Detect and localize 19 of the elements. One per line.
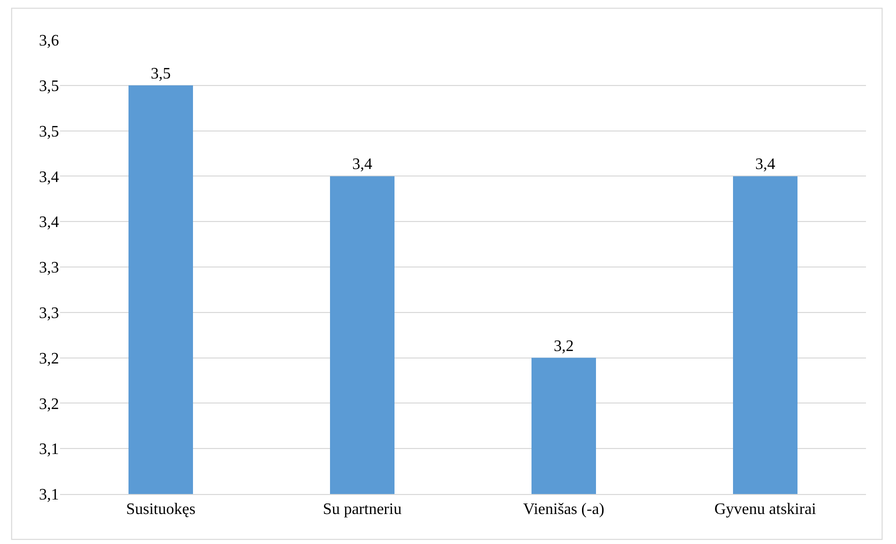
y-tick-label: 3,6 — [39, 32, 59, 50]
y-tick-label: 3,5 — [39, 123, 59, 140]
y-tick-label: 3,3 — [39, 260, 59, 277]
data-label: 3,5 — [150, 65, 171, 82]
y-tick-label: 3,2 — [39, 396, 59, 413]
y-tick-label: 3,4 — [39, 168, 59, 186]
y-tick-label: 3,2 — [39, 350, 59, 368]
y-tick-label: 3,4 — [39, 214, 59, 232]
data-label: 3,4 — [352, 156, 372, 174]
x-tick-label: Susituokęs — [126, 501, 196, 518]
data-label: 3,2 — [554, 338, 574, 355]
y-tick-label: 3,3 — [39, 305, 59, 322]
x-tick-label: Vienišas (-a) — [523, 501, 604, 518]
y-tick-label: 3,5 — [39, 78, 59, 95]
data-label: 3,4 — [755, 156, 776, 174]
y-tick-label: 3,1 — [39, 441, 59, 458]
y-tick-label: 3,1 — [39, 486, 59, 504]
x-tick-label: Gyvenu atskirai — [714, 501, 817, 518]
x-tick-label: Su partneriu — [322, 501, 402, 518]
